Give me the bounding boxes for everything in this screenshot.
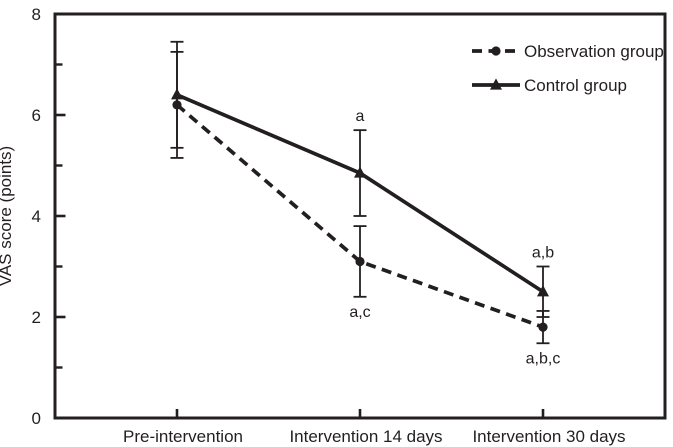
y-axis-tick-label: 2 xyxy=(32,308,41,327)
significance-annotation: a,c xyxy=(349,304,370,321)
legend-label: Observation group xyxy=(524,42,664,61)
legend: Observation group Control group xyxy=(472,42,664,95)
significance-annotation: a,b,c xyxy=(526,350,561,367)
series-control-group xyxy=(170,40,550,318)
legend-item-control-group: Control group xyxy=(472,76,627,95)
legend-triangle-marker-icon xyxy=(490,78,502,90)
y-axis-tick-label: 8 xyxy=(32,5,41,24)
legend-label: Control group xyxy=(524,76,627,95)
x-axis-category-label: Pre-intervention xyxy=(123,427,243,446)
legend-item-observation-group: Observation group xyxy=(472,42,664,61)
x-axis-category-label: Intervention 14 days xyxy=(289,427,442,446)
data-point-triangle-marker xyxy=(171,88,183,100)
y-axis-tick-label: 0 xyxy=(32,409,41,428)
y-axis-tick-label: 4 xyxy=(32,207,41,226)
y-axis-title: VAS score (points) xyxy=(0,146,15,286)
plot-frame xyxy=(53,12,667,420)
legend-circle-marker-icon xyxy=(491,46,501,56)
significance-annotation: a,b xyxy=(532,245,554,262)
data-point-triangle-marker xyxy=(354,166,366,178)
data-point-circle-marker xyxy=(538,322,548,332)
x-axis-category-label: Intervention 30 days xyxy=(472,427,625,446)
data-point-circle-marker xyxy=(355,256,365,267)
y-axis-tick-label: 6 xyxy=(32,106,41,125)
significance-annotation: a xyxy=(356,108,365,125)
data-point-triangle-marker xyxy=(537,285,549,297)
